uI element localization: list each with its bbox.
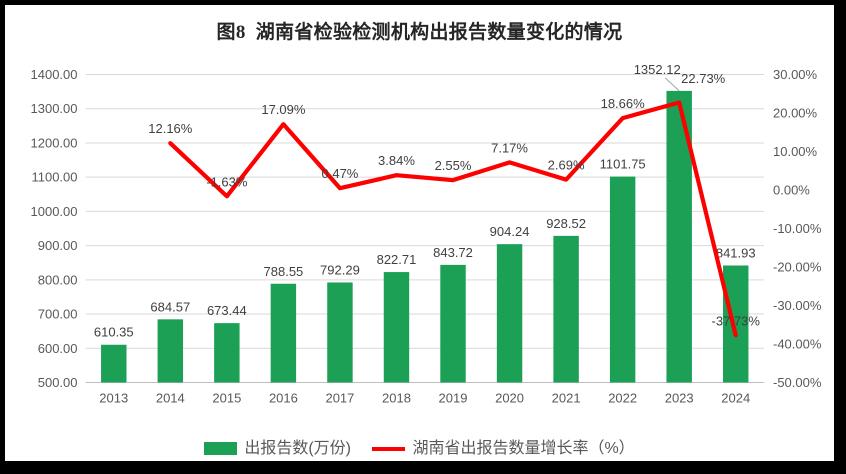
svg-text:500.00: 500.00 — [38, 375, 78, 390]
svg-text:0.00%: 0.00% — [773, 183, 810, 198]
svg-text:7.17%: 7.17% — [491, 140, 528, 155]
svg-text:1101.75: 1101.75 — [600, 157, 646, 172]
svg-text:1200.00: 1200.00 — [31, 135, 78, 150]
svg-text:-1.63%: -1.63% — [206, 174, 248, 189]
svg-text:800.00: 800.00 — [38, 272, 78, 287]
svg-text:2020: 2020 — [495, 391, 524, 406]
svg-text:1352.12: 1352.12 — [634, 62, 681, 77]
svg-text:2021: 2021 — [552, 391, 581, 406]
svg-text:18.66%: 18.66% — [601, 96, 646, 111]
svg-text:843.72: 843.72 — [433, 245, 473, 260]
svg-text:-50.00%: -50.00% — [773, 375, 822, 390]
svg-text:1300.00: 1300.00 — [31, 101, 78, 116]
svg-text:30.00%: 30.00% — [773, 67, 818, 82]
svg-text:2014: 2014 — [156, 391, 185, 406]
svg-text:1400.00: 1400.00 — [31, 67, 78, 82]
svg-text:792.29: 792.29 — [320, 262, 360, 277]
svg-text:2024: 2024 — [721, 391, 750, 406]
svg-text:2022: 2022 — [608, 391, 637, 406]
svg-text:2.55%: 2.55% — [435, 158, 472, 173]
svg-text:-40.00%: -40.00% — [773, 337, 822, 352]
svg-text:928.52: 928.52 — [546, 216, 586, 231]
svg-text:900.00: 900.00 — [38, 238, 78, 253]
svg-text:600.00: 600.00 — [38, 341, 78, 356]
svg-text:2018: 2018 — [382, 391, 411, 406]
svg-text:822.71: 822.71 — [377, 252, 417, 267]
svg-text:2016: 2016 — [269, 391, 298, 406]
svg-text:17.09%: 17.09% — [261, 102, 306, 117]
svg-text:20.00%: 20.00% — [773, 106, 818, 121]
svg-text:904.24: 904.24 — [490, 224, 530, 239]
svg-text:673.44: 673.44 — [207, 303, 247, 318]
svg-text:-30.00%: -30.00% — [773, 298, 822, 313]
svg-text:684.57: 684.57 — [150, 299, 190, 314]
svg-text:700.00: 700.00 — [38, 307, 78, 322]
svg-text:0.47%: 0.47% — [322, 166, 359, 181]
svg-text:2019: 2019 — [439, 391, 468, 406]
svg-text:22.73%: 22.73% — [681, 71, 726, 86]
svg-text:3.84%: 3.84% — [378, 153, 415, 168]
svg-text:788.55: 788.55 — [264, 264, 304, 279]
svg-text:2015: 2015 — [212, 391, 241, 406]
svg-text:2013: 2013 — [99, 391, 128, 406]
svg-text:-10.00%: -10.00% — [773, 221, 822, 236]
svg-text:-20.00%: -20.00% — [773, 260, 822, 275]
svg-text:-37.73%: -37.73% — [712, 313, 761, 328]
svg-text:2023: 2023 — [665, 391, 694, 406]
svg-text:2017: 2017 — [325, 391, 354, 406]
svg-text:1100.00: 1100.00 — [31, 170, 77, 185]
svg-text:10.00%: 10.00% — [773, 144, 818, 159]
svg-text:1000.00: 1000.00 — [31, 204, 78, 219]
svg-text:12.16%: 12.16% — [148, 121, 193, 136]
svg-text:2.69%: 2.69% — [548, 158, 585, 173]
svg-text:841.93: 841.93 — [716, 245, 756, 260]
svg-text:610.35: 610.35 — [94, 325, 134, 340]
